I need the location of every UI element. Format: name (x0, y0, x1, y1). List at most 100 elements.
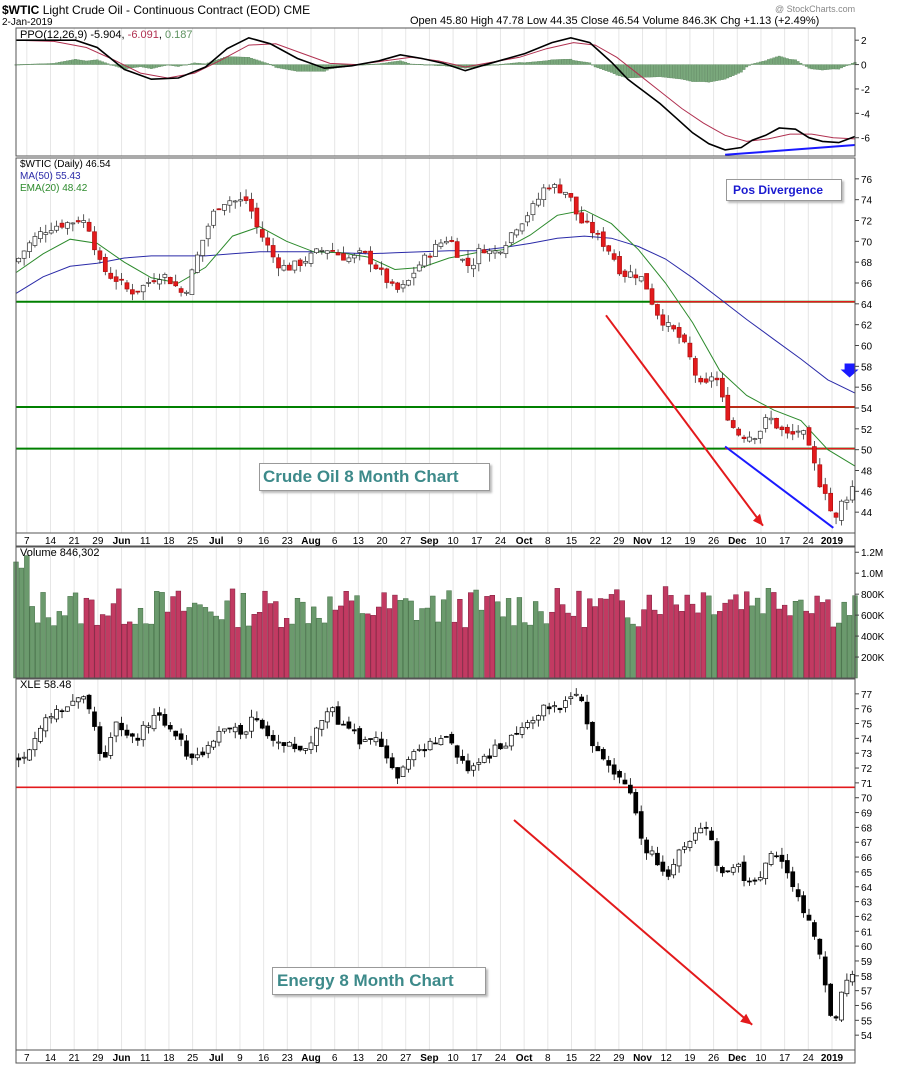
xle-candle-body (584, 701, 590, 725)
ppo-histogram-bar (71, 59, 75, 65)
xle-candle-body (119, 722, 124, 731)
ppo-histogram-bar (28, 63, 31, 65)
price-candle-body (259, 229, 265, 238)
xle-candle-body (795, 889, 801, 898)
xle-candle-body (108, 737, 114, 756)
ema20-legend: EMA(20) 48.42 (20, 183, 111, 195)
ppo-histogram-bar (810, 64, 814, 70)
volume-bar (803, 610, 809, 679)
volume-bar (597, 598, 604, 679)
price-candle-body (514, 229, 520, 236)
ppo-histogram-bar (398, 60, 402, 65)
ppo-histogram-bar (528, 61, 532, 65)
ppo-histogram-bar (366, 64, 370, 66)
volume-bar (240, 592, 246, 679)
ppo-histogram-bar (39, 63, 42, 65)
ppo-histogram-bar (114, 64, 118, 67)
ppo-histogram-bar (688, 64, 692, 82)
volume-bar (587, 598, 593, 679)
ppo-histogram-bar (149, 64, 153, 69)
volume-bar (235, 627, 241, 679)
ppo-histogram-bar (580, 61, 583, 65)
price-candle-body (665, 322, 671, 327)
xle-candle-body (65, 706, 70, 712)
xle-axis-tick-label: 70 (861, 794, 873, 805)
xle-candle-body (92, 711, 97, 727)
ppo-histogram-bar (33, 63, 37, 65)
ppo-histogram-bar (629, 64, 632, 79)
ppo-signal-line (15, 39, 856, 142)
ppo-histogram-bar (377, 63, 381, 65)
volume-axis-tick-label: 600K (861, 611, 885, 622)
ma50-blue-arrow-icon (840, 363, 859, 378)
ppo-histogram-bar (420, 64, 424, 66)
price-candle-body (546, 187, 552, 190)
ppo-histogram-bar (285, 64, 288, 70)
ppo-histogram-bar (103, 62, 107, 65)
volume-bar (603, 598, 609, 679)
xle-candle-body (38, 727, 43, 742)
price-candle-body (205, 225, 211, 240)
xle-candle-body (628, 784, 633, 794)
ppo-histogram-bar (49, 63, 53, 65)
volume-bar (592, 606, 598, 679)
x-axis-day-label: 15 (566, 1053, 578, 1064)
crude-blue-channel-line (724, 445, 834, 529)
xle-candle-body (124, 729, 130, 736)
xle-legend: XLE 58.48 (20, 679, 71, 691)
ppo-histogram-bar (748, 64, 751, 66)
ppo-histogram-bar (574, 60, 578, 65)
ppo-histogram-bar (669, 64, 673, 79)
price-axis-tick-label: 48 (861, 467, 873, 478)
xle-candle-body (184, 740, 189, 757)
xle-axis-tick-label: 62 (861, 912, 873, 923)
volume-bar (565, 612, 571, 679)
ma50-label: MA(50) (20, 171, 53, 182)
ppo-histogram-bar (583, 61, 586, 65)
xle-candle-body (519, 727, 525, 735)
price-candle-body (817, 464, 823, 488)
ppo-histogram-bar (653, 64, 657, 78)
volume-bar (744, 591, 750, 679)
xle-axis-tick-label: 65 (861, 868, 873, 879)
volume-bar (413, 619, 420, 679)
ppo-histogram-bar (109, 64, 113, 66)
x-axis-month-label: Jul (209, 1053, 224, 1064)
volume-bar (695, 612, 701, 679)
ppo-histogram-bar (685, 64, 689, 81)
volume-bar (435, 621, 441, 679)
xle-candle-body (828, 983, 833, 1016)
price-candle-body (357, 250, 363, 253)
price-candle-body (362, 250, 368, 253)
ppo-histogram-bar (182, 64, 186, 66)
ppo-histogram-bar (610, 64, 613, 73)
price-candle-body (86, 221, 92, 232)
volume-bar (457, 599, 463, 679)
ppo-histogram-bar (68, 60, 72, 65)
x-axis-day-label: 16 (258, 536, 270, 547)
x-axis-day-label: 10 (755, 536, 767, 547)
volume-bar (749, 605, 755, 679)
volume-bar (278, 627, 284, 679)
ppo-histogram-bar (536, 61, 540, 65)
price-candle-body (443, 241, 449, 244)
volume-bar (327, 596, 333, 679)
xle-candle-body (140, 724, 146, 741)
x-axis-month-label: Dec (728, 536, 747, 547)
x-axis-day-label: 27 (400, 1053, 412, 1064)
x-axis-month-label: Aug (301, 536, 320, 547)
ppo-histogram-bar (499, 64, 502, 66)
xle-candle-body (411, 751, 417, 761)
xle-candle-body (130, 733, 135, 737)
xle-axis-tick-label: 69 (861, 809, 873, 820)
volume-bar (754, 597, 761, 679)
x-axis-day-label: 8 (545, 1053, 551, 1064)
price-candle-body (222, 204, 227, 211)
x-axis-month-label: Sep (420, 1053, 438, 1064)
xle-candle-body (189, 753, 195, 759)
ppo-histogram-bar (520, 62, 524, 65)
xle-legend-value: 58.48 (43, 679, 72, 691)
ppo-histogram-bar (804, 64, 808, 67)
volume-label: Volume (642, 15, 680, 27)
xle-axis-tick-label: 74 (861, 734, 873, 745)
